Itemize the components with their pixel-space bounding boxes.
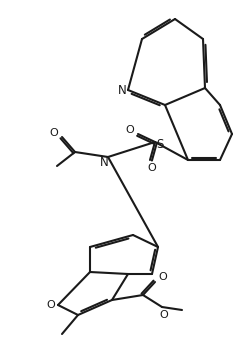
Text: S: S	[156, 138, 164, 151]
Text: O: O	[46, 300, 56, 310]
Text: O: O	[148, 163, 156, 173]
Text: O: O	[50, 128, 58, 138]
Text: N: N	[100, 157, 108, 170]
Text: O: O	[159, 272, 168, 282]
Text: O: O	[126, 125, 134, 135]
Text: O: O	[160, 310, 168, 320]
Text: N: N	[118, 83, 126, 96]
